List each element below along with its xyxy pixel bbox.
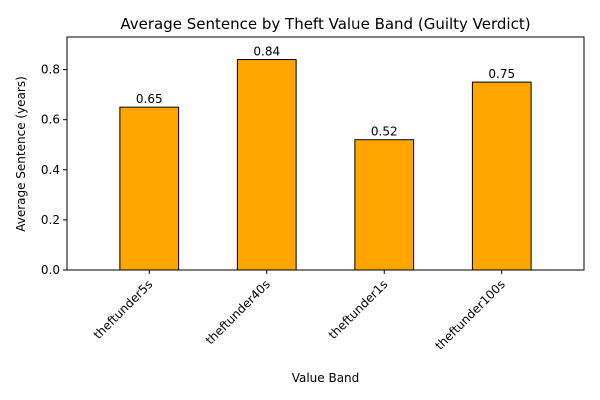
chart-title: Average Sentence by Theft Value Band (Gu… <box>120 15 530 33</box>
data-label: 0.65 <box>136 92 163 106</box>
x-axis-label: Value Band <box>292 371 360 385</box>
y-tick-label: 0.2 <box>41 213 60 227</box>
data-label: 0.75 <box>488 67 515 81</box>
y-tick-label: 0.4 <box>41 163 60 177</box>
y-tick-label: 0.6 <box>41 113 60 127</box>
data-label: 0.52 <box>371 125 398 139</box>
data-labels-group: 0.65 0.84 0.52 0.75 <box>136 45 515 139</box>
y-tick-label: 0.8 <box>41 63 60 77</box>
y-axis-label: Average Sentence (years) <box>14 76 28 232</box>
bar-theftunder100s <box>471 81 532 271</box>
y-tick-label: 0.0 <box>41 263 60 277</box>
bar-theftunder1s <box>354 139 415 271</box>
plot-frame <box>66 36 585 271</box>
bar-theftunder40s <box>236 59 297 271</box>
bars-group <box>119 59 532 271</box>
y-axis: 0.0 0.2 0.4 0.6 0.8 <box>41 63 67 277</box>
bar-theftunder5s <box>119 106 180 271</box>
data-label: 0.84 <box>253 45 280 59</box>
